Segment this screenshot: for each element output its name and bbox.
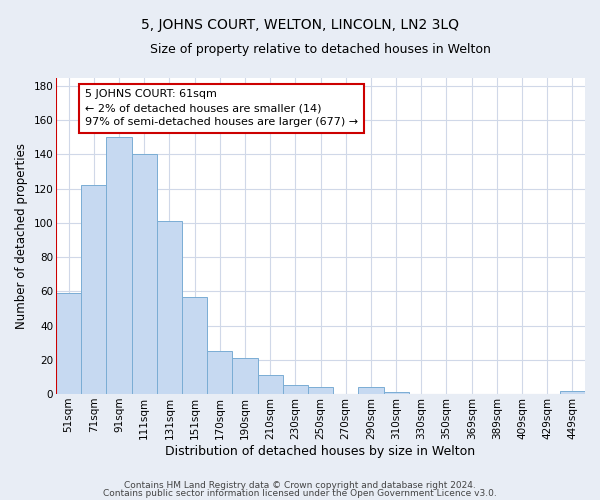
Y-axis label: Number of detached properties: Number of detached properties: [15, 143, 28, 329]
Bar: [131, 154, 157, 394]
Bar: [308, 387, 333, 394]
Text: 5 JOHNS COURT: 61sqm
← 2% of detached houses are smaller (14)
97% of semi-detach: 5 JOHNS COURT: 61sqm ← 2% of detached ho…: [85, 90, 358, 128]
Bar: [283, 386, 308, 394]
Bar: [56, 293, 81, 394]
X-axis label: Distribution of detached houses by size in Welton: Distribution of detached houses by size …: [166, 444, 476, 458]
Bar: [81, 186, 106, 394]
Bar: [207, 352, 232, 394]
Bar: [383, 392, 409, 394]
Bar: [232, 358, 257, 394]
Text: Contains public sector information licensed under the Open Government Licence v3: Contains public sector information licen…: [103, 488, 497, 498]
Title: Size of property relative to detached houses in Welton: Size of property relative to detached ho…: [150, 42, 491, 56]
Bar: [106, 138, 131, 394]
Bar: [560, 390, 585, 394]
Text: Contains HM Land Registry data © Crown copyright and database right 2024.: Contains HM Land Registry data © Crown c…: [124, 481, 476, 490]
Bar: [358, 387, 383, 394]
Bar: [157, 221, 182, 394]
Text: 5, JOHNS COURT, WELTON, LINCOLN, LN2 3LQ: 5, JOHNS COURT, WELTON, LINCOLN, LN2 3LQ: [141, 18, 459, 32]
Bar: [182, 296, 207, 394]
Bar: [257, 375, 283, 394]
